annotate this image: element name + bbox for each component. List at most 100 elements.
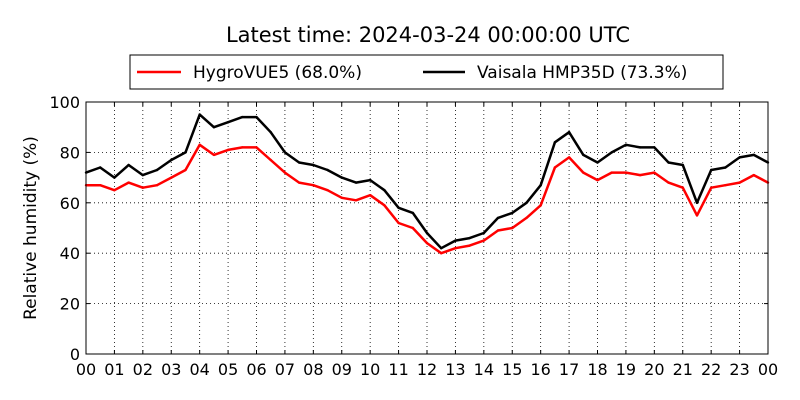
y-tick-label: 0 bbox=[70, 345, 80, 364]
x-tick-label: 06 bbox=[246, 360, 266, 379]
data-point bbox=[425, 241, 429, 245]
y-ticks: 0 20 40 60 80 100 bbox=[49, 93, 768, 364]
x-tick-label: 17 bbox=[559, 360, 579, 379]
x-tick-label: 00 bbox=[76, 360, 96, 379]
data-point bbox=[141, 186, 144, 189]
data-point bbox=[482, 231, 485, 235]
data-point bbox=[582, 153, 585, 157]
series-layer bbox=[84, 113, 770, 255]
x-tick-label: 13 bbox=[445, 360, 465, 379]
y-tick-label: 20 bbox=[60, 295, 80, 314]
data-point bbox=[255, 146, 258, 149]
data-point bbox=[297, 181, 301, 184]
data-point bbox=[752, 153, 755, 157]
data-point bbox=[141, 173, 144, 177]
data-point bbox=[596, 178, 599, 182]
data-point bbox=[212, 126, 216, 129]
data-point bbox=[710, 168, 713, 172]
data-point bbox=[440, 252, 443, 255]
x-tick-label: 02 bbox=[133, 360, 153, 379]
data-point bbox=[638, 173, 642, 177]
data-point bbox=[99, 184, 102, 187]
x-ticks: 00 01 02 03 04 05 06 07 08 09 10 11 12 13 14 15 16 17 18 19… bbox=[76, 102, 778, 379]
data-point bbox=[297, 161, 301, 164]
legend-label-vaisala: Vaisala HMP35D (73.3%) bbox=[477, 63, 687, 83]
x-tick-label: 04 bbox=[189, 360, 209, 379]
data-point bbox=[113, 189, 116, 192]
data-point bbox=[468, 236, 471, 240]
x-tick-label: 20 bbox=[644, 360, 664, 379]
data-point bbox=[667, 181, 670, 184]
data-point bbox=[226, 148, 230, 152]
data-point bbox=[482, 239, 485, 242]
x-tick-label: 11 bbox=[388, 360, 408, 379]
data-point bbox=[283, 171, 287, 174]
data-point bbox=[184, 151, 187, 154]
grid bbox=[86, 102, 768, 354]
data-point bbox=[738, 181, 741, 184]
data-point bbox=[724, 166, 727, 169]
data-point bbox=[127, 181, 130, 184]
data-point bbox=[681, 163, 684, 167]
data-point bbox=[411, 226, 414, 230]
data-point bbox=[312, 163, 315, 167]
data-point bbox=[752, 173, 755, 177]
data-point bbox=[610, 151, 613, 154]
x-tick-label: 14 bbox=[474, 360, 494, 379]
data-point bbox=[155, 184, 159, 187]
y-tick-label: 100 bbox=[49, 93, 80, 112]
x-tick-label: 09 bbox=[332, 360, 352, 379]
data-point bbox=[511, 211, 514, 215]
data-point bbox=[241, 146, 244, 149]
y-tick-label: 60 bbox=[60, 194, 80, 213]
x-tick-label: 19 bbox=[616, 360, 636, 379]
data-point bbox=[738, 156, 741, 159]
data-point bbox=[99, 166, 102, 169]
x-tick-label: 08 bbox=[303, 360, 323, 379]
data-point bbox=[624, 171, 628, 174]
data-point bbox=[198, 143, 201, 146]
x-tick-label: 22 bbox=[701, 360, 721, 379]
data-point bbox=[539, 184, 542, 187]
data-point bbox=[638, 146, 642, 149]
plot-frame bbox=[85, 101, 769, 355]
data-point bbox=[127, 163, 130, 167]
data-point bbox=[354, 199, 358, 202]
data-point bbox=[155, 168, 159, 172]
x-tick-label: 01 bbox=[104, 360, 124, 379]
data-point bbox=[425, 231, 429, 235]
data-point bbox=[241, 115, 244, 119]
data-point bbox=[525, 201, 528, 204]
data-point bbox=[468, 244, 471, 247]
data-point bbox=[170, 158, 173, 162]
x-tick-label: 18 bbox=[587, 360, 607, 379]
data-point bbox=[710, 186, 713, 189]
y-tick-label: 80 bbox=[60, 143, 80, 162]
data-point bbox=[553, 166, 557, 169]
data-point bbox=[653, 171, 656, 174]
data-point bbox=[624, 143, 628, 146]
x-tick-label: 00 bbox=[758, 360, 778, 379]
data-point bbox=[567, 131, 571, 134]
y-tick-label: 40 bbox=[60, 244, 80, 263]
data-point bbox=[326, 168, 329, 172]
y-axis-label: Relative humidity (%) bbox=[21, 136, 41, 320]
data-point bbox=[283, 151, 287, 154]
data-point bbox=[454, 247, 457, 250]
x-tick-label: 05 bbox=[218, 360, 238, 379]
x-tick-label: 03 bbox=[161, 360, 181, 379]
data-point bbox=[596, 161, 599, 164]
data-point bbox=[312, 184, 315, 187]
data-point bbox=[496, 216, 500, 220]
data-point bbox=[553, 141, 557, 144]
data-point bbox=[340, 176, 343, 179]
data-point bbox=[397, 221, 400, 225]
legend: HygroVUE5 (68.0%) Vaisala HMP35D (73.3%) bbox=[129, 54, 724, 90]
data-point bbox=[681, 186, 684, 189]
data-point bbox=[582, 171, 585, 174]
data-point bbox=[397, 206, 400, 209]
x-tick-label: 21 bbox=[673, 360, 693, 379]
data-point bbox=[525, 216, 528, 220]
x-tick-label: 15 bbox=[502, 360, 522, 379]
